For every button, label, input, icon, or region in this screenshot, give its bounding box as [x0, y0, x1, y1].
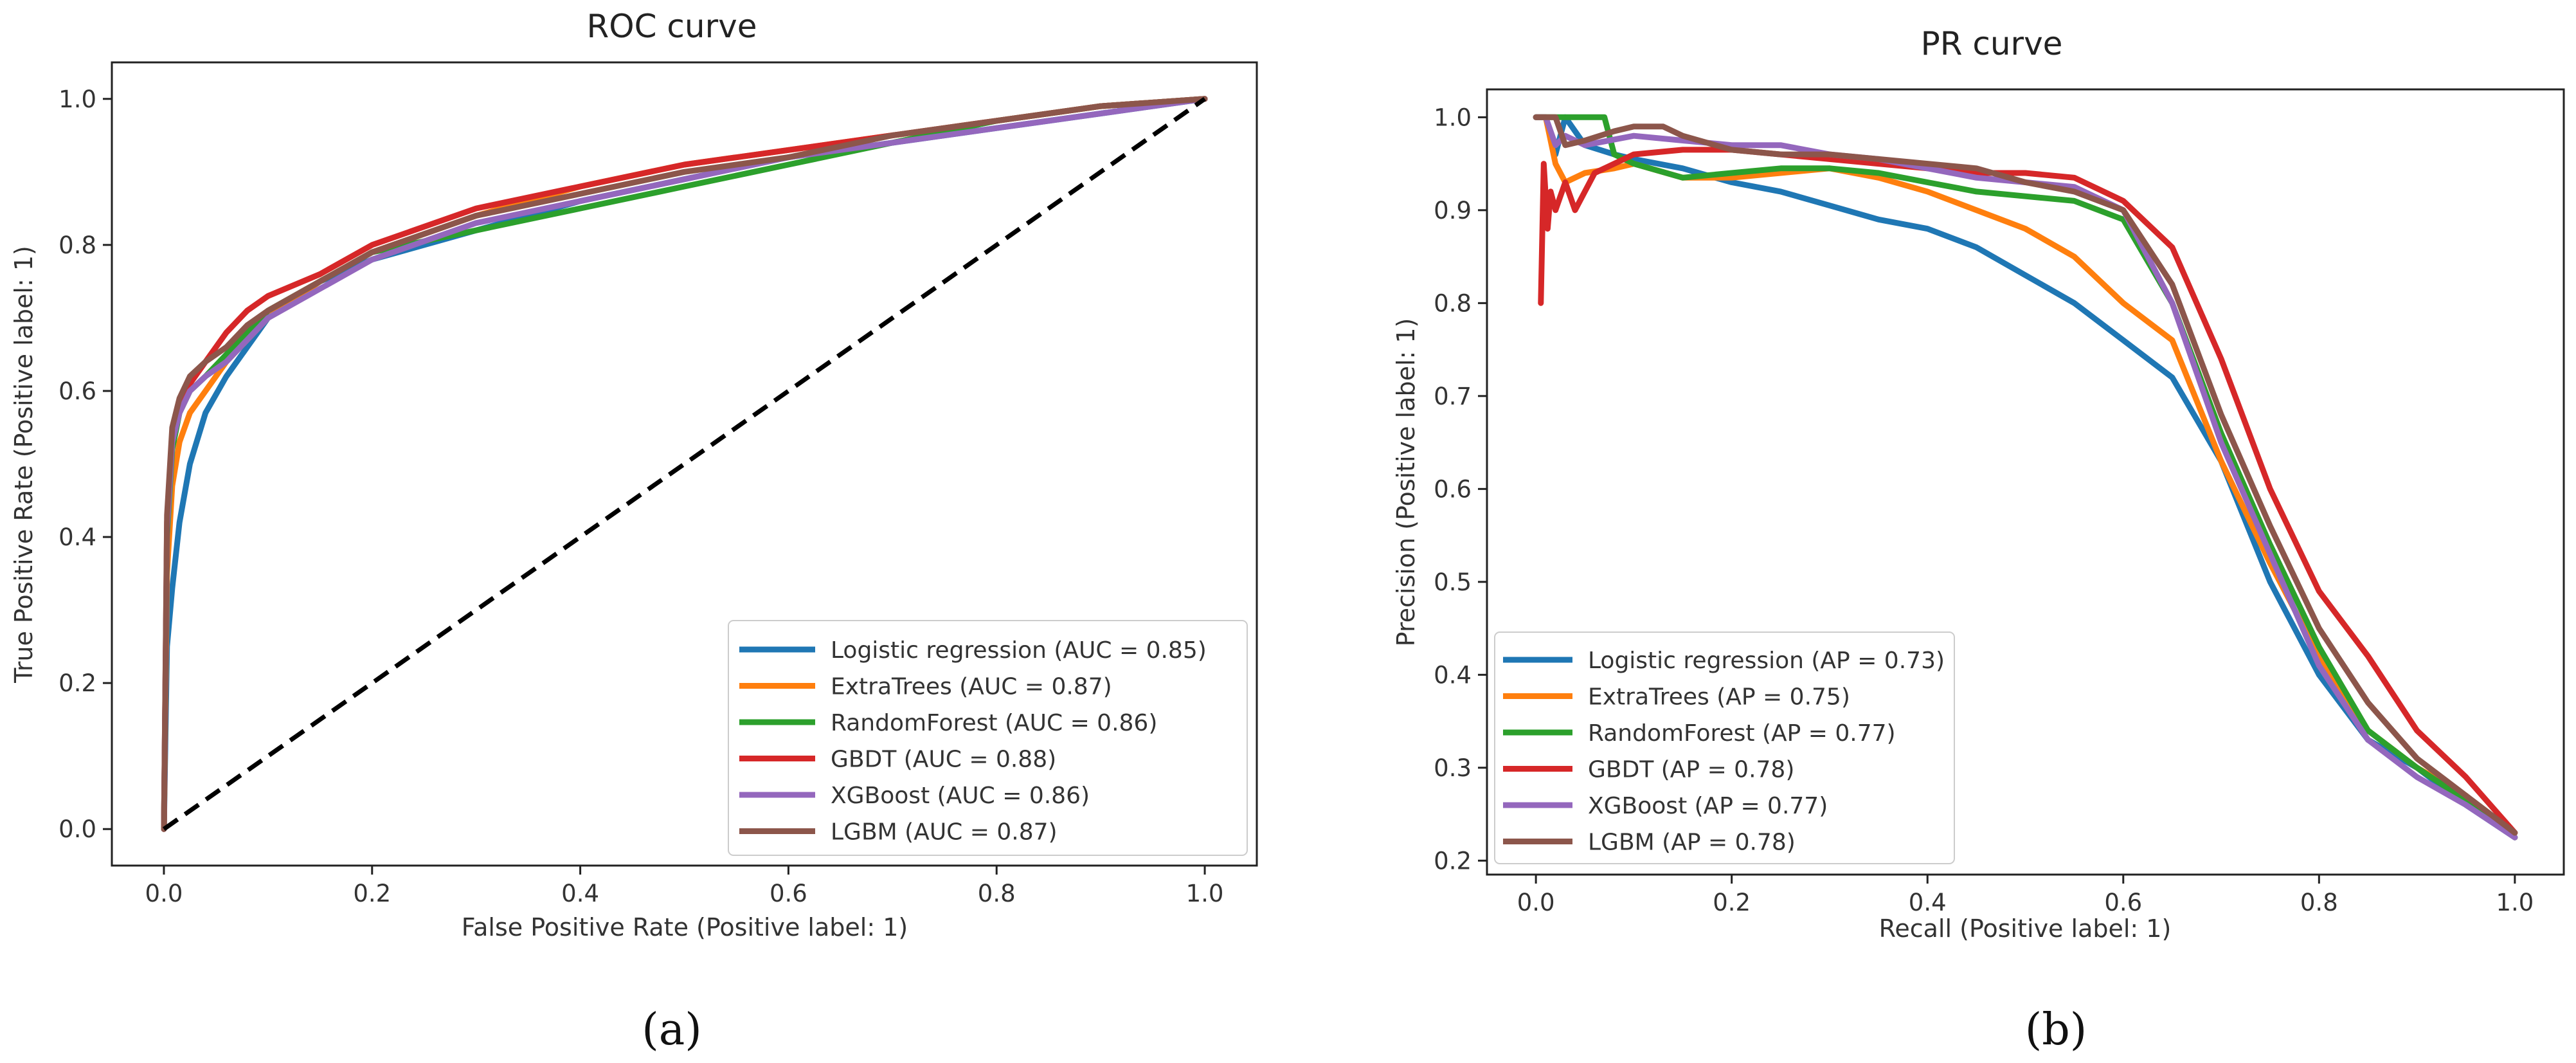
pr-axes-frame — [1486, 88, 2565, 876]
subfigure-label-a: (a) — [642, 1004, 702, 1055]
roc-x-tick-label: 0.8 — [978, 880, 1016, 907]
pr-y-tick-label: 0.7 — [1434, 383, 1472, 410]
roc-y-ticks: 0.0 0.2 0.4 0.6 0.8 1.0 — [59, 86, 112, 843]
roc-legend-items: Logistic regression (AUC = 0.85) ExtraTre… — [739, 637, 1207, 846]
roc-x-tick-label: 0.6 — [770, 880, 807, 907]
pr-curves — [1533, 114, 2518, 840]
pr-y-tick-label: 0.2 — [1434, 847, 1472, 875]
roc-y-tick-label: 0.6 — [59, 377, 96, 405]
roc-plot-area — [111, 61, 1258, 867]
subfigure-label-b: (b) — [2025, 1004, 2087, 1055]
roc-curves — [161, 96, 1208, 832]
pr-y-axis-label: Precision (Positive label: 1) — [1392, 318, 1420, 647]
roc-x-axis-label: False Positive Rate (Positive label: 1) — [462, 913, 908, 941]
roc-title: ROC curve — [587, 8, 757, 45]
roc-legend-label-1: ExtraTrees (AUC = 0.87) — [831, 674, 1112, 700]
pr-y-tick-label: 0.9 — [1434, 197, 1472, 224]
pr-y-tick-label: 0.4 — [1434, 661, 1472, 689]
roc-x-tick-label: 0.4 — [561, 880, 599, 907]
pr-series-line-5 — [1533, 114, 2518, 836]
roc-series-line-5 — [161, 96, 1208, 832]
roc-x-tick-label: 1.0 — [1186, 880, 1224, 907]
roc-panel: ROC curve 0.0 0.2 0.4 0.6 0.8 1.0 0.00.20.40.… — [10, 8, 1258, 1055]
roc-axes-frame — [111, 61, 1258, 867]
pr-x-axis-label: Recall (Positive label: 1) — [1879, 914, 2172, 943]
pr-y-tick-label: 0.6 — [1434, 475, 1472, 503]
pr-legend-label-2: RandomForest (AP = 0.77) — [1588, 720, 1896, 747]
pr-series-line-3 — [1538, 147, 2518, 836]
pr-legend-items: Logistic regression (AP = 0.73) ExtraTree… — [1503, 648, 1945, 856]
roc-legend-label-0: Logistic regression (AUC = 0.85) — [831, 637, 1207, 664]
pr-legend-label-1: ExtraTrees (AP = 0.75) — [1588, 684, 1850, 711]
roc-legend: Logistic regression (AUC = 0.85) ExtraTre… — [728, 620, 1248, 856]
roc-y-tick-label: 0.2 — [59, 669, 96, 697]
roc-legend-label-4: XGBoost (AUC = 0.86) — [831, 783, 1090, 809]
pr-legend-label-0: Logistic regression (AP = 0.73) — [1588, 648, 1945, 674]
roc-x-tick-label: 0.2 — [353, 880, 391, 907]
roc-legend-box — [728, 620, 1248, 856]
roc-legend-label-3: GBDT (AUC = 0.88) — [831, 747, 1056, 773]
roc-y-tick-label: 0.8 — [59, 232, 96, 259]
pr-x-tick-label: 0.2 — [1713, 889, 1751, 916]
roc-y-axis-label: True Positive Rate (Positive label: 1) — [10, 246, 38, 684]
roc-chance-line — [162, 96, 1207, 831]
roc-y-tick-label: 0.4 — [59, 523, 96, 551]
pr-y-tick-label: 0.3 — [1434, 754, 1472, 782]
pr-y-tick-label: 1.0 — [1434, 104, 1472, 131]
roc-legend-label-5: LGBM (AUC = 0.87) — [831, 819, 1058, 846]
pr-title: PR curve — [1921, 25, 2063, 62]
pr-panel: PR curve 0.0 0.2 0.4 0.6 0.8 1.0 0.2 0.3 0.4 0.5… — [1392, 25, 2565, 1055]
roc-y-tick-label: 1.0 — [59, 86, 96, 113]
pr-legend-label-5: LGBM (AP = 0.78) — [1588, 830, 1796, 856]
pr-legend: Logistic regression (AP = 0.73) ExtraTree… — [1494, 631, 1955, 864]
roc-series-line-4 — [161, 96, 1208, 832]
pr-y-tick-label: 0.8 — [1434, 289, 1472, 317]
pr-x-tick-label: 0.6 — [2104, 889, 2142, 916]
pr-legend-label-4: XGBoost (AP = 0.77) — [1588, 793, 1828, 819]
pr-x-ticks: 0.0 0.2 0.4 0.6 0.8 1.0 — [1517, 875, 2534, 916]
pr-series-line-2 — [1533, 114, 2518, 840]
roc-y-tick-label: 0.0 — [59, 815, 96, 843]
pr-x-tick-label: 0.8 — [2300, 889, 2338, 916]
roc-x-tick-label: 0.0 — [145, 880, 183, 907]
pr-plot-area — [1486, 88, 2565, 876]
pr-x-tick-label: 0.4 — [1909, 889, 1947, 916]
pr-legend-box — [1494, 631, 1955, 864]
roc-x-ticks: 0.0 0.2 0.4 0.6 0.8 1.0 — [145, 866, 1224, 907]
pr-legend-label-3: GBDT (AP = 0.78) — [1588, 757, 1794, 783]
pr-x-tick-label: 0.0 — [1517, 889, 1555, 916]
pr-y-tick-label: 0.5 — [1434, 568, 1472, 596]
pr-x-tick-label: 1.0 — [2496, 889, 2534, 916]
roc-legend-label-2: RandomForest (AUC = 0.86) — [831, 710, 1157, 736]
pr-series-line-1 — [1533, 114, 2518, 840]
pr-y-ticks: 0.2 0.3 0.4 0.5 0.6 0.7 0.8 0.9 1.0 — [1434, 104, 1487, 875]
